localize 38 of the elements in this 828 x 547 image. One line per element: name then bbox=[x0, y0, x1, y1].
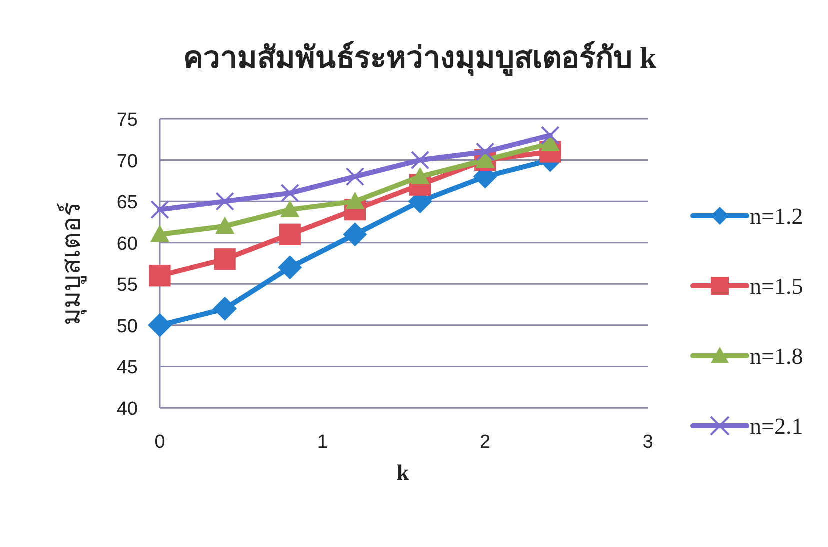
point bbox=[216, 192, 234, 211]
x-tick-label: 3 bbox=[642, 432, 654, 453]
point bbox=[346, 192, 365, 210]
y-tick-label: 70 bbox=[116, 151, 138, 172]
y-tick-label: 55 bbox=[116, 275, 138, 296]
point bbox=[215, 216, 235, 234]
legend-label: n=1.5 bbox=[750, 274, 804, 299]
y-tick-label: 75 bbox=[116, 110, 138, 131]
y-tick-label: 50 bbox=[116, 316, 138, 338]
point bbox=[541, 126, 560, 145]
point bbox=[410, 150, 430, 170]
legend-label: n=1.8 bbox=[750, 344, 804, 369]
chart-title: ความสัมพันธ์ระหว่างมุมบูสเตอร์กับ k bbox=[183, 41, 657, 77]
point bbox=[280, 184, 300, 203]
x-tick-label: 1 bbox=[317, 432, 328, 453]
x-tick-label: 2 bbox=[480, 432, 491, 453]
point bbox=[279, 224, 301, 246]
point bbox=[148, 313, 172, 338]
point bbox=[346, 167, 365, 186]
x-tick-label: 0 bbox=[154, 432, 166, 453]
point bbox=[476, 142, 495, 162]
point bbox=[149, 265, 171, 287]
point bbox=[280, 200, 300, 218]
point bbox=[150, 200, 170, 220]
legend-label: n=2.1 bbox=[750, 414, 804, 439]
x-axis-title: k bbox=[396, 460, 410, 485]
point bbox=[213, 296, 238, 321]
y-tick-label: 60 bbox=[116, 234, 138, 255]
point bbox=[278, 256, 302, 280]
point bbox=[214, 248, 236, 270]
y-tick-label: 40 bbox=[116, 399, 138, 420]
point bbox=[410, 167, 430, 184]
y-axis-title: มุมบูสเตอร์ bbox=[57, 202, 87, 326]
point bbox=[150, 225, 170, 242]
legend-label: n=1.2 bbox=[750, 204, 804, 229]
y-tick-label: 45 bbox=[116, 358, 138, 379]
y-tick-label: 65 bbox=[116, 192, 138, 214]
point bbox=[343, 222, 368, 247]
